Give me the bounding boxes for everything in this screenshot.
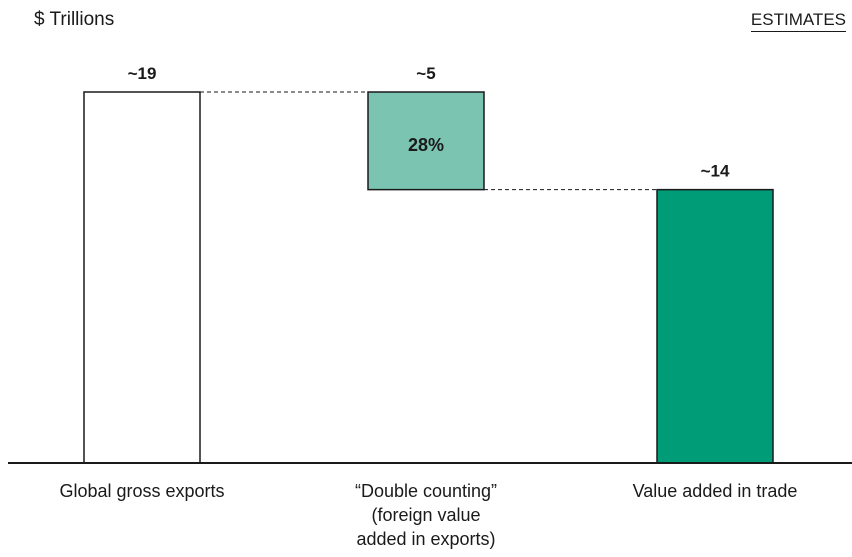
category-label-value-added-in-trade: Value added in trade (632, 481, 798, 501)
estimates-tag: ESTIMATES (750, 9, 846, 32)
bar-double-counting (367, 91, 485, 191)
bar-value-added-in-trade (656, 188, 774, 464)
bars-group (83, 91, 774, 464)
value-label-value-added-in-trade: ~14 (701, 162, 730, 181)
category-label-global-gross-exports: Global gross exports (59, 481, 225, 501)
unit-label: $ Trillions (34, 9, 115, 30)
category-label-double-counting: “Double counting” (foreign value added i… (354, 481, 498, 549)
data-labels: ~19 ~5 28% ~14 (128, 64, 730, 181)
value-label-global-gross-exports: ~19 (128, 64, 157, 83)
inner-label-double-counting-share: 28% (408, 135, 444, 155)
connector-lines (200, 91, 657, 191)
value-label-double-counting: ~5 (416, 64, 435, 83)
bar-global-gross-exports (83, 91, 201, 464)
